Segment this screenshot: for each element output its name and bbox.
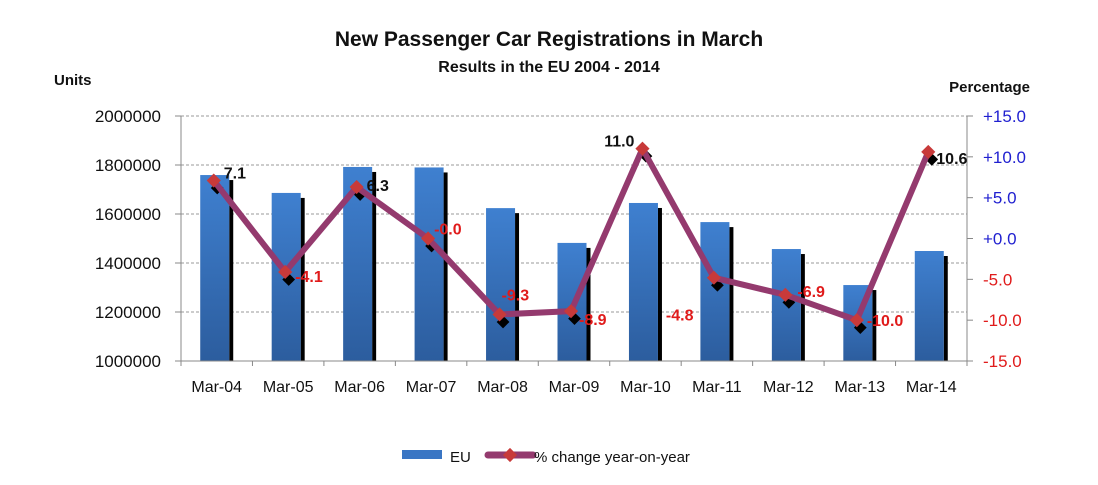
line-marker (921, 144, 936, 160)
y2-axis-title: Percentage (949, 79, 1030, 96)
data-label: -9.3 (502, 287, 530, 304)
data-label: -6.9 (797, 284, 825, 301)
x-tick-label: Mar-09 (549, 379, 600, 396)
chart-subtitle: Results in the EU 2004 - 2014 (438, 59, 660, 76)
x-tick-label: Mar-11 (692, 379, 742, 396)
line-marker (421, 231, 436, 246)
x-tick-label: Mar-04 (191, 379, 242, 396)
y2-axis: -15.0 -10.0 -5.0 +0.0 +5.0 +10.0 +15.0 (966, 107, 1026, 371)
y-tick-label: 1000000 (95, 352, 161, 371)
bar (700, 222, 730, 361)
bar (914, 250, 944, 361)
bar-shadow (872, 290, 877, 361)
data-labels: 7.1 -4.1 6.3 -0.0 -9.3 -8.9 11.0 -4.8 -6.9 -10.0 1… (224, 134, 968, 330)
y-axis-title: Units (54, 72, 92, 89)
bar-shadow (443, 172, 448, 361)
legend-label-eu: EU (450, 449, 471, 466)
line-marker (492, 307, 507, 322)
x-tick-label: Mar-13 (834, 379, 885, 396)
y-tick-label: 1200000 (95, 303, 161, 322)
x-tick-label: Mar-08 (477, 379, 528, 396)
data-label: -4.1 (295, 269, 323, 286)
bar (486, 208, 516, 361)
data-label: 10.6 (936, 151, 967, 168)
legend: EU % change year-on-year (402, 447, 690, 466)
y2-tick-label: +0.0 (983, 230, 1017, 249)
x-tick-label: Mar-07 (406, 379, 457, 396)
data-label: -10.0 (867, 313, 904, 330)
data-label: -0.0 (434, 222, 462, 239)
y-tick-label: 1600000 (95, 205, 161, 224)
bar-shadow (515, 213, 520, 361)
line-marker (635, 141, 650, 156)
bar-shadow (800, 254, 805, 361)
legend-swatch-eu (402, 450, 442, 459)
y2-tick-label: +5.0 (983, 189, 1017, 208)
line-series (206, 141, 939, 335)
y2-tick-label: -5.0 (983, 270, 1012, 289)
line-marker (563, 304, 579, 319)
x-tick-label: Mar-14 (906, 379, 957, 396)
y-tick-label: 1400000 (95, 254, 161, 273)
bar (414, 167, 444, 361)
line-marker (349, 179, 364, 195)
bar-shadow (943, 255, 948, 361)
data-label: 6.3 (367, 178, 389, 195)
y2-tick-label: -10.0 (983, 311, 1022, 330)
bar (628, 202, 658, 361)
x-tick-label: Mar-10 (620, 379, 671, 396)
bar-shadow (372, 171, 377, 361)
data-label: 7.1 (224, 166, 246, 183)
x-tick-label: Mar-05 (263, 379, 314, 396)
x-axis: Mar-04 Mar-05 Mar-06 Mar-07 Mar-08 Mar-09 Mar-… (180, 360, 968, 396)
line-marker (849, 313, 864, 328)
x-tick-label: Mar-06 (334, 379, 385, 396)
line-marker (278, 264, 293, 280)
y-tick-label: 2000000 (95, 107, 161, 126)
data-label: -4.8 (666, 308, 694, 325)
data-label: -8.9 (579, 312, 607, 329)
x-tick-label: Mar-12 (763, 379, 814, 396)
bar-series (200, 166, 948, 361)
y-tick-label: 1800000 (95, 156, 161, 175)
y2-tick-label: -15.0 (983, 352, 1022, 371)
bar-shadow (300, 197, 305, 361)
line-marker (206, 173, 221, 188)
bar-shadow (229, 180, 234, 361)
data-label: 11.0 (604, 134, 634, 151)
y2-tick-label: +15.0 (983, 107, 1026, 126)
chart-title: New Passenger Car Registrations in March (335, 28, 763, 51)
legend-marker (502, 447, 518, 463)
bar (200, 175, 230, 361)
line-marker (706, 270, 721, 285)
bar-shadow (586, 247, 591, 361)
bar-shadow (657, 207, 662, 361)
y2-tick-label: +10.0 (983, 148, 1026, 167)
line-marker (778, 287, 793, 302)
legend-label-change: % change year-on-year (534, 449, 690, 466)
bar-shadow (729, 227, 734, 361)
y-axis: 1000000 1200000 1400000 1600000 1800000 20000… (95, 107, 182, 371)
